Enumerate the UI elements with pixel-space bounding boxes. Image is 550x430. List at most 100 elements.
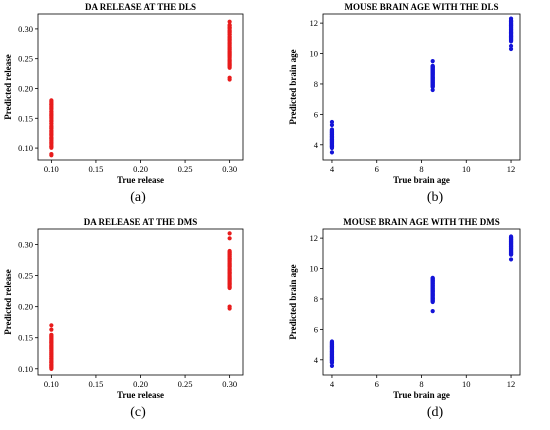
caption-d: (d) — [426, 405, 444, 420]
y-tick-label: 0.30 — [18, 240, 33, 250]
x-axis-label: True release — [117, 390, 164, 400]
chart-title: DA RELEASE AT THE DLS — [85, 2, 196, 12]
chart-panel-a: DA RELEASE AT THE DLS 0.10 0.15 0.20 0.25 0.3… — [0, 0, 275, 215]
caption-c: (c) — [130, 405, 146, 420]
data-point — [329, 122, 335, 128]
plot-frame — [37, 228, 244, 376]
data-point — [227, 75, 232, 80]
y-tick-label: 8 — [314, 294, 318, 304]
x-axis-label: True brain age — [393, 175, 450, 185]
data-point — [49, 153, 54, 158]
chart-panel-d: MOUSE BRAIN AGE WITH THE DMS 4 6 8 10 12 4 6 8 10… — [275, 215, 550, 430]
y-tick-label: 10 — [310, 49, 319, 59]
y-tick-label: 0.10 — [18, 143, 33, 153]
data-point — [227, 304, 232, 309]
data-point — [329, 127, 335, 132]
data-point — [49, 327, 54, 332]
caption-a: (a) — [130, 190, 146, 205]
data-point — [49, 98, 54, 103]
y-tick-label: 6 — [314, 324, 318, 334]
data-point-column — [430, 275, 435, 314]
data-point — [329, 363, 335, 368]
x-tick-label: 4 — [330, 164, 335, 174]
x-tick-label: 6 — [375, 164, 379, 174]
y-tick-label: 0.10 — [18, 364, 33, 374]
data-point — [227, 236, 232, 241]
chart-title: MOUSE BRAIN AGE WITH THE DMS — [343, 217, 499, 227]
data-point-column — [49, 323, 54, 371]
y-tick-label: 10 — [310, 264, 319, 274]
y-axis-label: Predicted release — [3, 54, 13, 119]
data-point — [430, 275, 435, 280]
y-axis-label: Predicted brain age — [288, 264, 298, 339]
y-tick-label: 0.25 — [18, 271, 33, 281]
y-tick-label: 0.25 — [18, 54, 33, 64]
data-point-column — [227, 231, 232, 311]
x-tick-label: 0.25 — [178, 164, 193, 174]
data-point-column — [430, 59, 435, 93]
x-tick-label: 8 — [419, 379, 423, 389]
x-tick-label: 0.15 — [88, 379, 103, 389]
data-point — [508, 46, 514, 52]
data-point — [227, 231, 232, 236]
x-axis-label: True release — [117, 175, 164, 185]
y-tick-label: 8 — [314, 79, 318, 89]
chart-svg: MOUSE BRAIN AGE WITH THE DLS 4 6 8 10 12 4 6 8 10… — [288, 2, 521, 185]
plot-frame — [37, 13, 244, 161]
x-tick-label: 0.25 — [178, 379, 193, 389]
data-point-column — [227, 19, 232, 82]
data-point-column — [508, 16, 514, 52]
x-tick-label: 8 — [419, 164, 423, 174]
y-tick-label: 0.30 — [18, 24, 33, 34]
caption-b: (b) — [426, 190, 444, 205]
data-point — [430, 59, 435, 64]
y-tick-label: 4 — [314, 140, 319, 150]
x-tick-label: 0.20 — [133, 164, 148, 174]
data-point — [508, 234, 514, 239]
x-tick-label: 12 — [507, 379, 516, 389]
chart-svg: DA RELEASE AT THE DLS 0.10 0.15 0.20 0.25 0.3… — [3, 2, 244, 185]
x-tick-label: 0.20 — [133, 379, 148, 389]
chart-svg: DA RELEASE AT THE DMS 0.10 0.15 0.20 0.25 0.3… — [3, 217, 244, 400]
data-point — [49, 323, 54, 328]
x-tick-label: 12 — [507, 164, 516, 174]
chart-panel-c: DA RELEASE AT THE DMS 0.10 0.15 0.20 0.25 0.3… — [0, 215, 275, 430]
x-tick-label: 4 — [330, 379, 335, 389]
data-point — [430, 63, 435, 68]
x-tick-label: 0.10 — [44, 379, 59, 389]
data-point — [49, 332, 54, 337]
plot-frame — [322, 13, 521, 161]
y-tick-label: 12 — [310, 18, 319, 28]
x-tick-label: 0.30 — [222, 379, 237, 389]
data-point-column — [329, 339, 335, 368]
plot-frame — [322, 228, 521, 376]
data-point-column — [329, 119, 335, 155]
x-tick-label: 0.30 — [222, 164, 237, 174]
y-tick-label: 0.15 — [18, 333, 33, 343]
y-axis-label: Predicted release — [3, 269, 13, 334]
chart-panel-b: MOUSE BRAIN AGE WITH THE DLS 4 6 8 10 12 4 6 8 10… — [275, 0, 550, 215]
y-tick-label: 6 — [314, 109, 318, 119]
chart-title: DA RELEASE AT THE DMS — [84, 217, 198, 227]
x-tick-label: 10 — [462, 164, 471, 174]
data-point — [227, 19, 232, 24]
chart-title: MOUSE BRAIN AGE WITH THE DLS — [345, 2, 499, 12]
y-axis-label: Predicted brain age — [288, 49, 298, 124]
data-point — [508, 43, 514, 49]
y-tick-label: 0.20 — [18, 83, 33, 93]
y-tick-label: 12 — [310, 233, 319, 243]
data-point — [508, 257, 514, 262]
data-point — [430, 309, 435, 314]
x-tick-label: 10 — [462, 379, 471, 389]
y-tick-label: 4 — [314, 355, 319, 365]
data-point — [329, 150, 335, 155]
data-point — [430, 87, 435, 93]
data-point-column — [508, 234, 514, 262]
y-tick-label: 0.20 — [18, 302, 33, 312]
x-tick-label: 6 — [375, 379, 379, 389]
chart-svg: MOUSE BRAIN AGE WITH THE DMS 4 6 8 10 12 4 6 8 10… — [288, 217, 521, 400]
x-axis-label: True brain age — [393, 390, 450, 400]
data-point — [329, 339, 335, 344]
x-tick-label: 0.10 — [44, 164, 59, 174]
data-point-column — [49, 98, 54, 158]
